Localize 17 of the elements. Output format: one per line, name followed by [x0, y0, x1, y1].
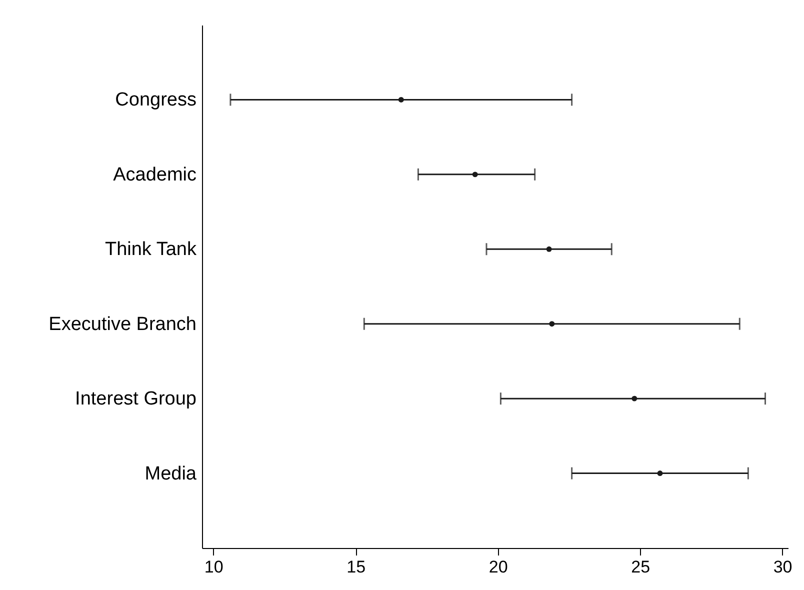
point [657, 470, 663, 476]
x-tick-label: 10 [204, 558, 224, 576]
y-tick-label: Academic [113, 164, 196, 186]
x-tick-label: 30 [773, 558, 792, 576]
y-tick-label: Think Tank [104, 239, 197, 260]
point [546, 246, 552, 252]
x-tick-label: 20 [488, 558, 508, 576]
point [472, 172, 478, 178]
x-tick-label: 25 [631, 558, 650, 576]
point [549, 321, 555, 327]
point [632, 396, 638, 402]
y-tick-label: Interest Group [75, 388, 196, 410]
y-tick-label: Congress [115, 90, 196, 111]
x-tick-label: 15 [346, 558, 366, 576]
point [398, 96, 404, 102]
y-tick-label: Media [144, 463, 197, 484]
y-tick-label: Executive Branch [48, 314, 196, 335]
